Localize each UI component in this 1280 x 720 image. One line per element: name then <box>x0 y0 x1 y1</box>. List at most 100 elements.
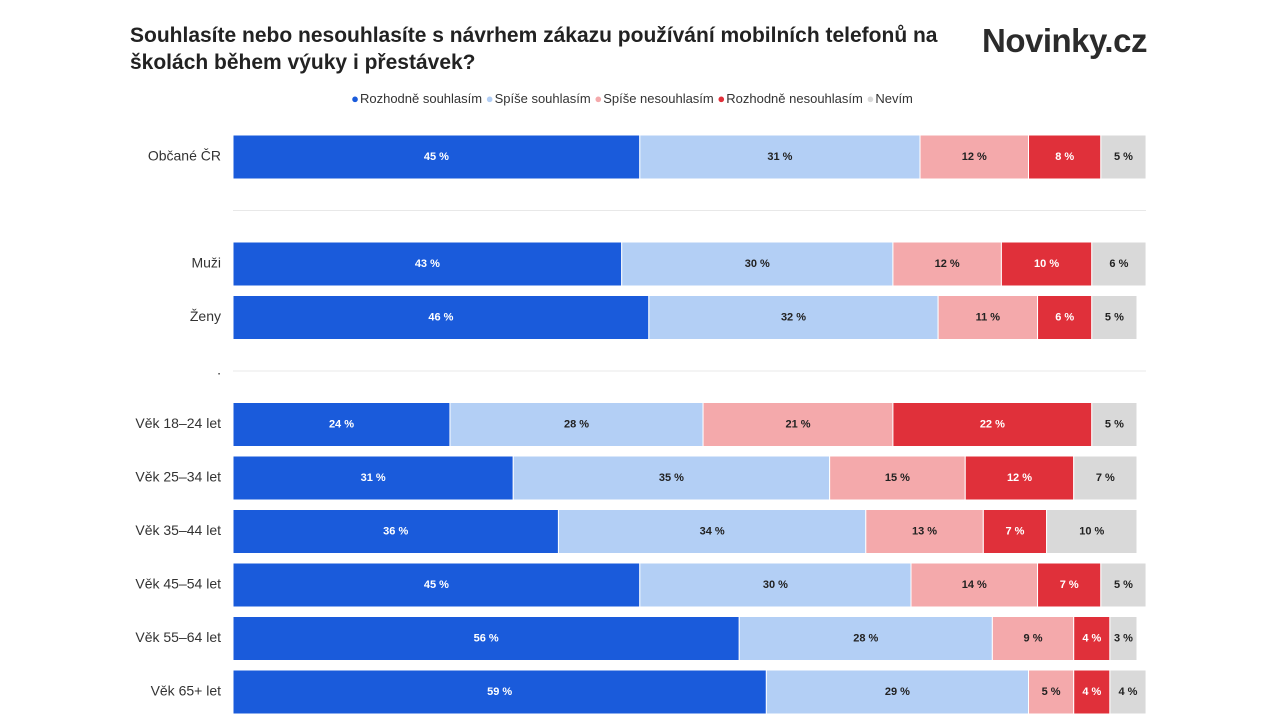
bar-segment <box>1000 241 1093 287</box>
value-label: 14 % <box>962 579 987 591</box>
bar-segment <box>232 241 623 287</box>
value-label: 6 % <box>1109 258 1128 270</box>
y-tick-label: Věk 65+ let <box>151 683 222 699</box>
bar-segment <box>892 402 1093 447</box>
y-tick-label: Občané ČR <box>148 148 221 164</box>
y-tick-label: . <box>217 362 221 378</box>
value-label: 30 % <box>763 579 788 591</box>
legend-marker: ● <box>717 91 725 106</box>
bar-segment <box>639 134 921 180</box>
bar-segment <box>1037 562 1102 608</box>
bar-segment <box>702 402 894 447</box>
value-label: 4 % <box>1118 686 1137 698</box>
bar-segment <box>937 295 1039 340</box>
value-label: 43 % <box>415 258 440 270</box>
chart-title: Souhlasíte nebo nesouhlasíte s návrhem z… <box>130 24 938 74</box>
value-label: 24 % <box>329 418 354 430</box>
bar-segment <box>557 509 867 554</box>
bar-segment <box>892 241 1002 287</box>
bar-segment <box>449 402 704 447</box>
value-label: 59 % <box>487 686 512 698</box>
value-label: 5 % <box>1105 311 1124 323</box>
bar-segment <box>765 669 1030 715</box>
legend-label: Nevím <box>875 91 913 106</box>
value-label: 7 % <box>1060 579 1079 591</box>
legend-marker: ● <box>594 91 602 106</box>
bar-segment <box>232 562 641 608</box>
bar-segment <box>829 455 966 501</box>
value-label: 36 % <box>383 525 408 537</box>
bar-segment <box>910 562 1039 608</box>
value-label: 22 % <box>980 418 1005 430</box>
bar-segment <box>1091 402 1138 447</box>
value-label: 12 % <box>962 151 987 163</box>
value-label: 34 % <box>700 525 725 537</box>
value-label: 35 % <box>659 472 684 484</box>
bar-segment <box>964 455 1075 501</box>
bar-segment <box>232 295 650 340</box>
bar-segment <box>512 455 831 501</box>
value-label: 6 % <box>1055 311 1074 323</box>
value-label: 32 % <box>781 311 806 323</box>
bar-segment <box>1073 669 1111 715</box>
bar-segment <box>232 616 740 661</box>
bar-segment <box>232 509 559 554</box>
value-label: 45 % <box>424 579 449 591</box>
value-label: 4 % <box>1082 686 1101 698</box>
bar-segment <box>865 509 984 554</box>
bar-segment <box>1091 241 1147 287</box>
bar-segment <box>232 669 767 715</box>
value-label: 3 % <box>1114 632 1133 644</box>
value-label: 9 % <box>1024 632 1043 644</box>
y-tick-label: Věk 25–34 let <box>135 469 221 485</box>
value-label: 5 % <box>1105 418 1124 430</box>
value-label: 15 % <box>885 472 910 484</box>
legend-marker: ● <box>866 91 874 106</box>
legend-label: Rozhodně souhlasím <box>360 91 482 106</box>
bar-segment <box>1109 669 1147 715</box>
y-tick-label: Muži <box>191 255 221 271</box>
bar-segment <box>232 134 641 180</box>
value-label: 5 % <box>1114 151 1133 163</box>
bar-segment <box>1073 455 1138 501</box>
value-label: 31 % <box>767 151 792 163</box>
bar-segment <box>648 295 939 340</box>
value-label: 8 % <box>1055 151 1074 163</box>
legend-label: Spíše souhlasím <box>495 91 591 106</box>
y-tick-label: Věk 55–64 let <box>135 629 221 645</box>
legend-marker: ● <box>351 91 359 106</box>
y-tick-label: Ženy <box>190 308 221 324</box>
value-label: 56 % <box>474 632 499 644</box>
bar-segment <box>1100 562 1147 608</box>
bar-segment <box>1091 295 1138 340</box>
bar-segment <box>621 241 894 287</box>
value-label: 10 % <box>1079 525 1104 537</box>
value-label: 28 % <box>564 418 589 430</box>
legend-label: Spíše nesouhlasím <box>603 91 714 106</box>
value-label: 12 % <box>1007 472 1032 484</box>
legend-label: Rozhodně nesouhlasím <box>726 91 863 106</box>
value-label: 10 % <box>1034 258 1059 270</box>
value-label: 11 % <box>976 311 1001 323</box>
y-tick-label: Věk 18–24 let <box>135 415 221 431</box>
legend: ●Rozhodně souhlasím ●Spíše souhlasím ●Sp… <box>351 91 913 106</box>
value-label: 31 % <box>361 472 386 484</box>
value-label: 12 % <box>935 258 960 270</box>
y-tick-label: Věk 35–44 let <box>135 522 221 538</box>
value-label: 21 % <box>785 418 810 430</box>
value-label: 28 % <box>853 632 878 644</box>
bar-segment <box>991 616 1075 661</box>
bar-segment <box>1109 616 1138 661</box>
value-label: 5 % <box>1114 579 1133 591</box>
y-tick-label: Věk 45–54 let <box>135 576 221 592</box>
value-label: 4 % <box>1082 632 1101 644</box>
legend-marker: ● <box>486 91 494 106</box>
bar-segment <box>1046 509 1138 554</box>
value-label: 46 % <box>428 311 453 323</box>
value-label: 7 % <box>1096 472 1115 484</box>
value-label: 5 % <box>1042 686 1061 698</box>
value-label: 30 % <box>745 258 770 270</box>
value-label: 7 % <box>1005 525 1024 537</box>
